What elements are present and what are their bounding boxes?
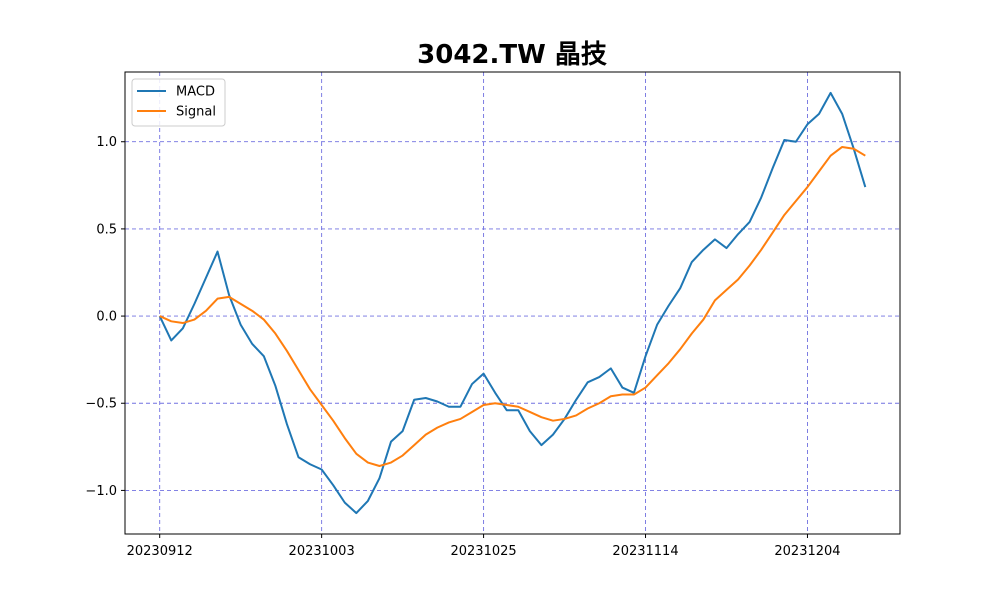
- y-tick-label: 0.5: [96, 222, 117, 237]
- series-lines: [158, 91, 867, 515]
- chart-title: 3042.TW 晶技: [417, 40, 607, 70]
- series-line-signal: [159, 145, 866, 468]
- x-tick-label: 20231204: [774, 544, 840, 559]
- y-tick-label: −0.5: [85, 397, 117, 412]
- legend: MACD Signal: [131, 78, 226, 127]
- grid: [125, 72, 900, 534]
- y-tick-label: 1.0: [96, 135, 117, 150]
- x-tick-label: 20231114: [612, 544, 678, 559]
- legend-label-macd: MACD: [176, 85, 215, 100]
- legend-label-signal: Signal: [176, 105, 216, 120]
- axes: −1.0 −0.5 0.0 0.5 1.0 20230912 20231003 2023102…: [85, 71, 901, 559]
- x-tick-label: 20231025: [450, 544, 516, 559]
- x-tick-label: 20230912: [127, 544, 193, 559]
- series-line-macd: [158, 91, 867, 515]
- y-tick-label: 0.0: [96, 310, 117, 325]
- y-tick-label: −1.0: [85, 484, 117, 499]
- x-tick-label: 20231003: [289, 544, 355, 559]
- plot-frame: [124, 71, 901, 535]
